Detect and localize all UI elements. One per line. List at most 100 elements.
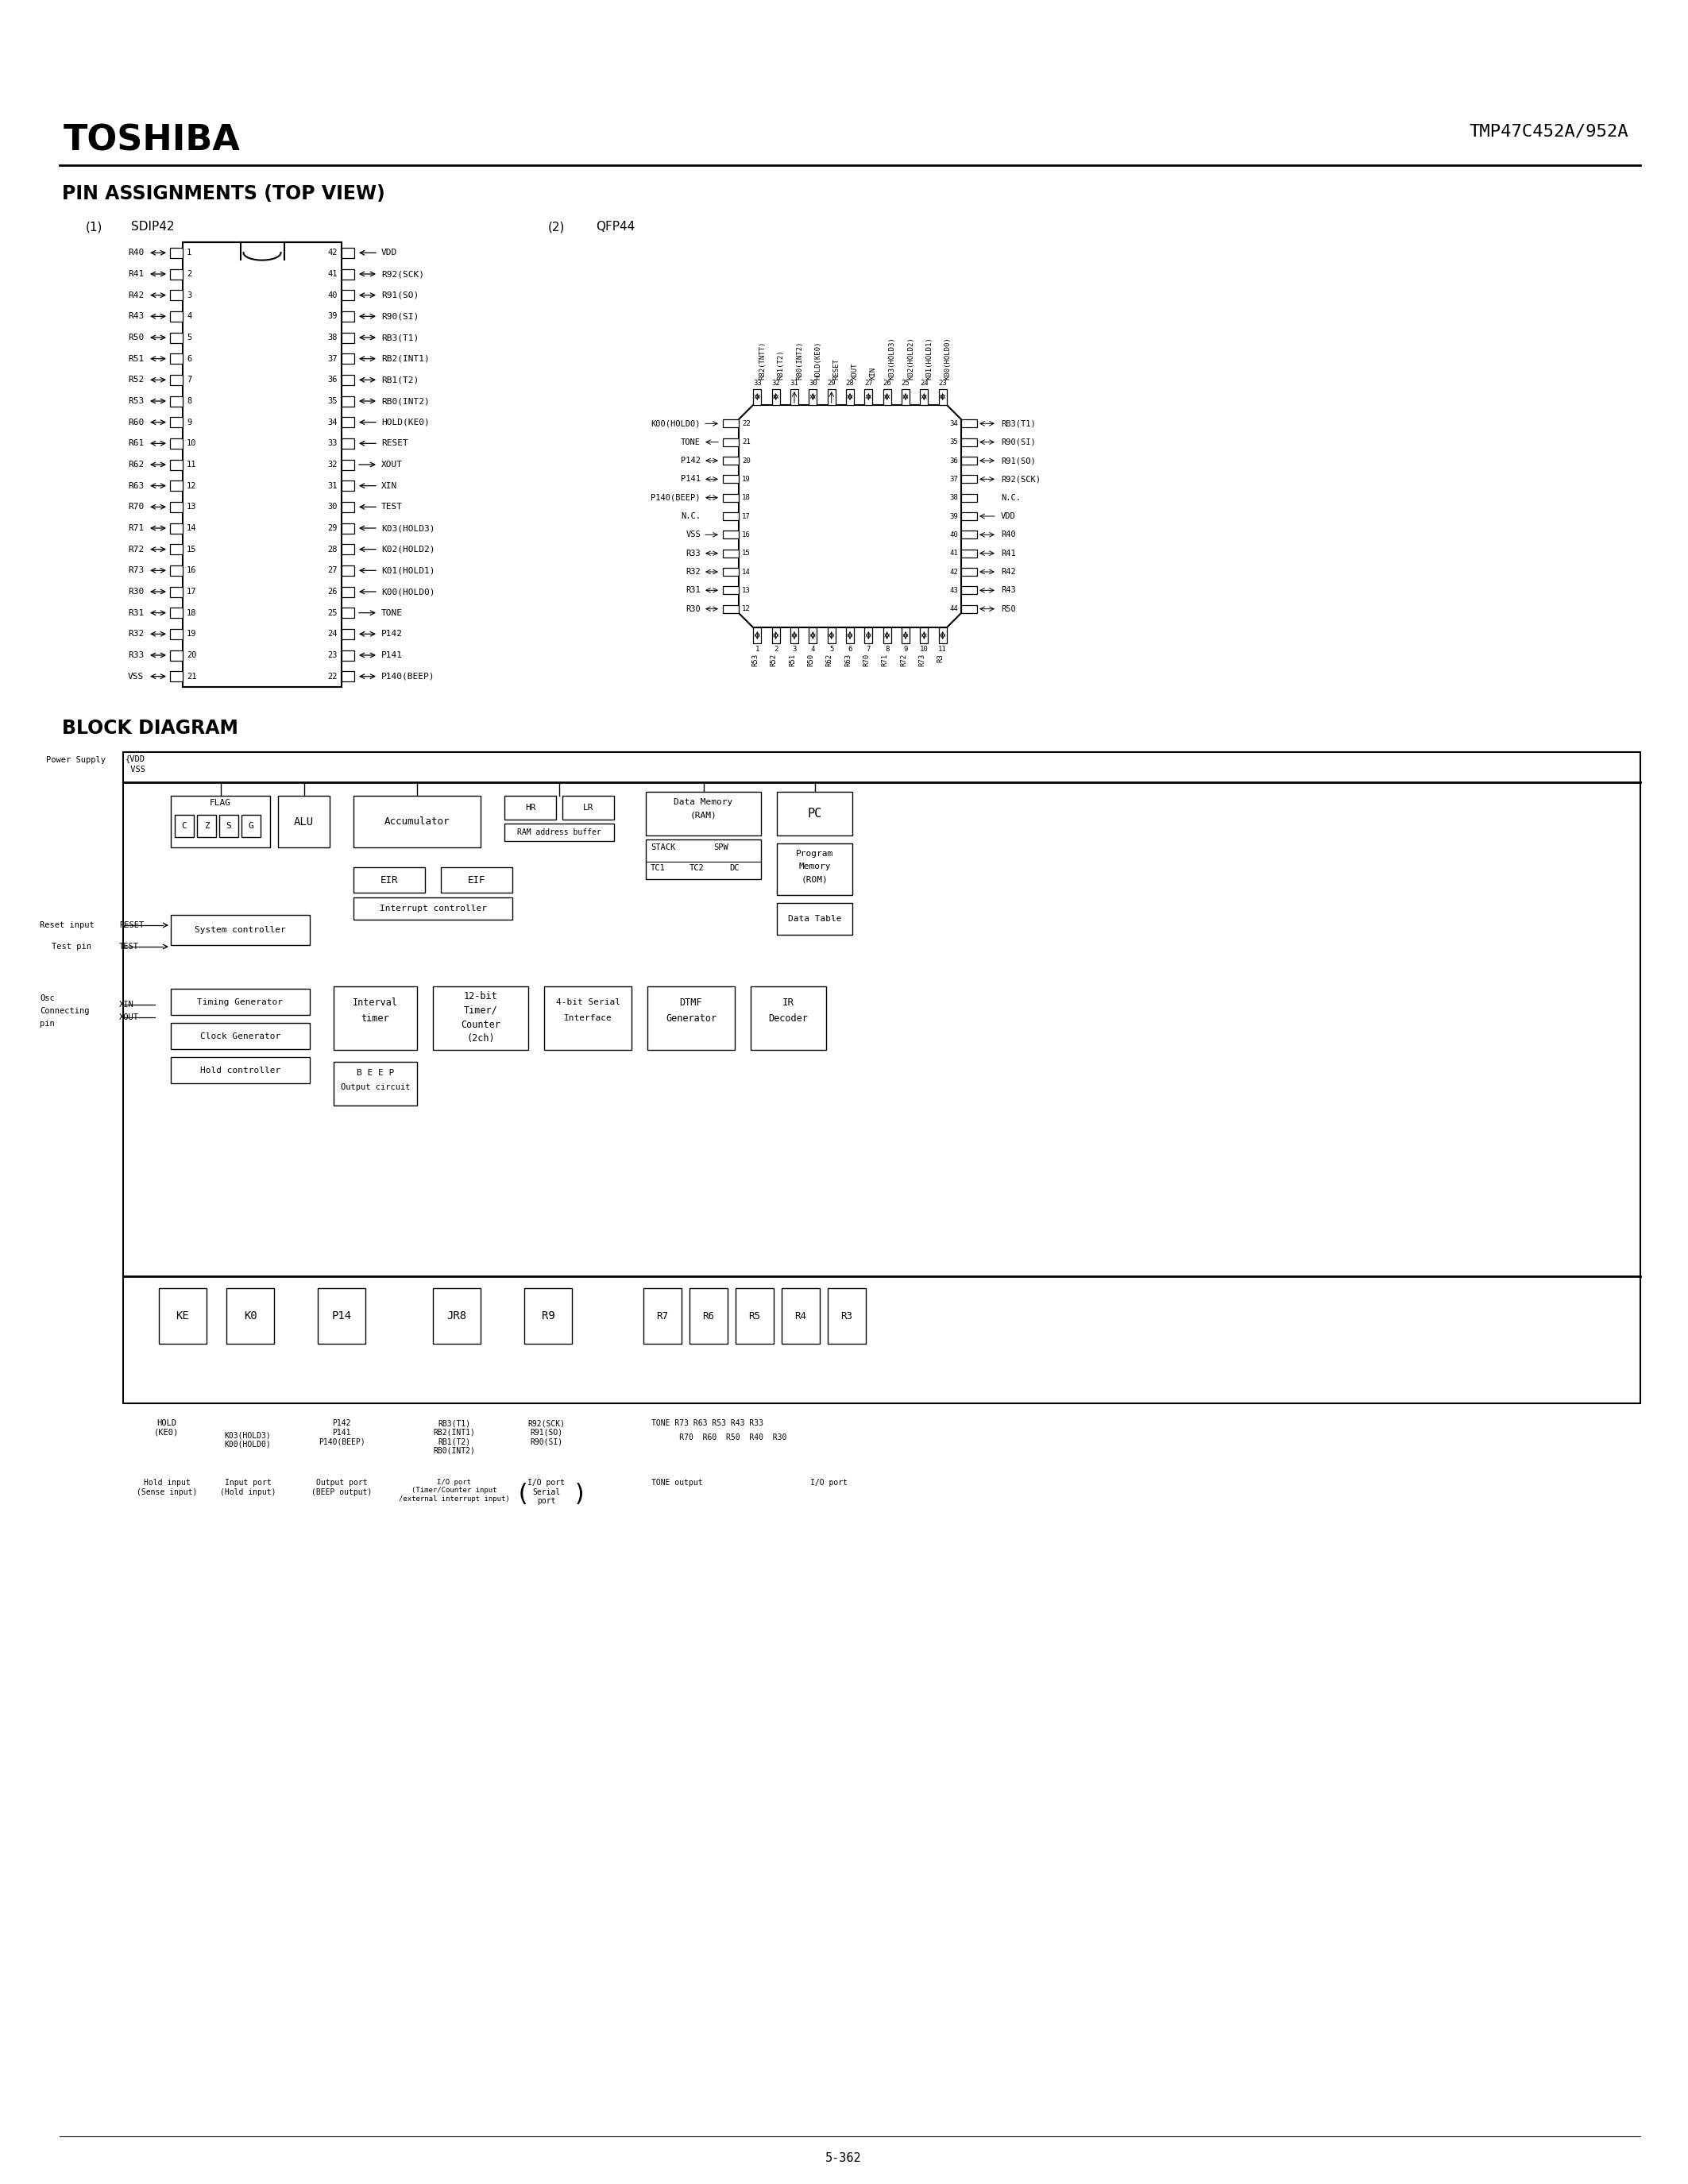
Text: SDIP42: SDIP42 xyxy=(132,221,174,234)
Text: XOUT: XOUT xyxy=(851,363,859,380)
Text: K01(HOLD1): K01(HOLD1) xyxy=(925,336,933,380)
Polygon shape xyxy=(739,404,960,627)
Text: K00(HOLD0): K00(HOLD0) xyxy=(381,587,436,596)
Text: RAM address buffer: RAM address buffer xyxy=(517,828,601,836)
Text: TEST: TEST xyxy=(381,502,403,511)
Bar xyxy=(753,389,761,404)
Bar xyxy=(827,1289,866,1343)
Text: 36: 36 xyxy=(949,456,959,465)
Text: R4: R4 xyxy=(795,1310,807,1321)
Text: R30: R30 xyxy=(685,605,701,614)
Text: R31: R31 xyxy=(685,585,701,594)
Text: R70  R60  R50  R40  R30: R70 R60 R50 R40 R30 xyxy=(652,1433,787,1441)
Bar xyxy=(722,439,739,446)
Bar xyxy=(960,476,977,483)
Text: R42: R42 xyxy=(128,290,143,299)
Text: 13: 13 xyxy=(743,587,751,594)
Text: Interval: Interval xyxy=(353,998,398,1007)
Bar xyxy=(960,568,977,577)
Bar xyxy=(771,627,780,644)
Text: XOUT: XOUT xyxy=(381,461,403,470)
Text: HR: HR xyxy=(525,804,535,812)
Text: P142
P141
P140(BEEP): P142 P141 P140(BEEP) xyxy=(319,1420,365,1446)
Text: 17: 17 xyxy=(187,587,196,596)
Text: P141: P141 xyxy=(680,476,701,483)
Bar xyxy=(341,290,354,301)
Bar xyxy=(432,987,528,1051)
Text: 21: 21 xyxy=(187,673,196,681)
Text: R33: R33 xyxy=(128,651,143,660)
Text: R92(SCK): R92(SCK) xyxy=(381,271,424,277)
Text: R3: R3 xyxy=(841,1310,852,1321)
Bar xyxy=(341,544,354,555)
Text: 28: 28 xyxy=(327,546,338,553)
Text: 5-362: 5-362 xyxy=(825,2151,863,2164)
Bar xyxy=(960,513,977,520)
Bar xyxy=(170,651,182,660)
Text: 19: 19 xyxy=(187,629,196,638)
Text: RB2(INT1): RB2(INT1) xyxy=(381,354,429,363)
Bar xyxy=(334,1061,417,1105)
Text: 28: 28 xyxy=(846,380,854,387)
Bar xyxy=(159,1289,206,1343)
Text: Accumulator: Accumulator xyxy=(385,817,449,828)
Bar xyxy=(846,627,854,644)
Bar xyxy=(170,587,182,596)
Text: 32: 32 xyxy=(327,461,338,470)
Bar xyxy=(341,417,354,428)
Text: R70: R70 xyxy=(128,502,143,511)
Text: 25: 25 xyxy=(901,380,910,387)
Bar xyxy=(939,389,947,404)
Text: RB3(T1): RB3(T1) xyxy=(1001,419,1036,428)
Text: 31: 31 xyxy=(790,380,798,387)
Bar xyxy=(341,395,354,406)
Text: (ROM): (ROM) xyxy=(802,876,829,882)
Text: 25: 25 xyxy=(327,609,338,616)
Text: R72: R72 xyxy=(128,546,143,553)
Text: R33: R33 xyxy=(685,550,701,557)
Text: XIN: XIN xyxy=(869,367,878,380)
Text: RESET: RESET xyxy=(120,922,143,928)
Bar xyxy=(648,987,734,1051)
Text: Data Memory: Data Memory xyxy=(674,797,733,806)
Bar xyxy=(722,513,739,520)
Text: ): ) xyxy=(572,1483,587,1505)
Text: KE: KE xyxy=(176,1310,189,1321)
Text: DC: DC xyxy=(729,865,739,871)
Text: HOLD(KE0): HOLD(KE0) xyxy=(815,341,822,380)
Text: R70: R70 xyxy=(863,653,869,666)
Text: R32: R32 xyxy=(685,568,701,577)
Text: 24: 24 xyxy=(327,629,338,638)
Text: K03(HOLD3): K03(HOLD3) xyxy=(381,524,436,533)
Text: 16: 16 xyxy=(187,566,196,574)
Bar xyxy=(341,439,354,448)
Text: R73: R73 xyxy=(918,653,925,666)
Text: RB1(T2): RB1(T2) xyxy=(381,376,419,384)
Bar xyxy=(317,1289,365,1343)
Bar xyxy=(722,476,739,483)
Text: 41: 41 xyxy=(949,550,959,557)
Text: 29: 29 xyxy=(327,524,338,533)
Bar xyxy=(960,550,977,557)
Text: G: G xyxy=(248,821,253,830)
Text: R50: R50 xyxy=(1001,605,1016,614)
Text: I/O port: I/O port xyxy=(810,1479,847,1487)
Text: Timer/: Timer/ xyxy=(464,1005,498,1016)
Text: 8: 8 xyxy=(187,397,192,404)
Text: LR: LR xyxy=(582,804,594,812)
Text: Output port
(BEEP output): Output port (BEEP output) xyxy=(311,1479,371,1496)
Text: VSS: VSS xyxy=(685,531,701,539)
Text: DTMF: DTMF xyxy=(680,998,702,1007)
Text: pin: pin xyxy=(41,1020,54,1029)
Text: BLOCK DIAGRAM: BLOCK DIAGRAM xyxy=(62,719,238,738)
Text: ALU: ALU xyxy=(294,817,314,828)
Bar xyxy=(341,376,354,384)
Bar xyxy=(864,627,873,644)
Text: R60: R60 xyxy=(128,419,143,426)
Text: Interface: Interface xyxy=(564,1013,613,1022)
Text: 1: 1 xyxy=(755,646,760,653)
Bar xyxy=(170,1057,311,1083)
Text: Input port
(Hold input): Input port (Hold input) xyxy=(219,1479,275,1496)
Bar xyxy=(341,247,354,258)
Text: HOLD
(KE0): HOLD (KE0) xyxy=(154,1420,179,1437)
